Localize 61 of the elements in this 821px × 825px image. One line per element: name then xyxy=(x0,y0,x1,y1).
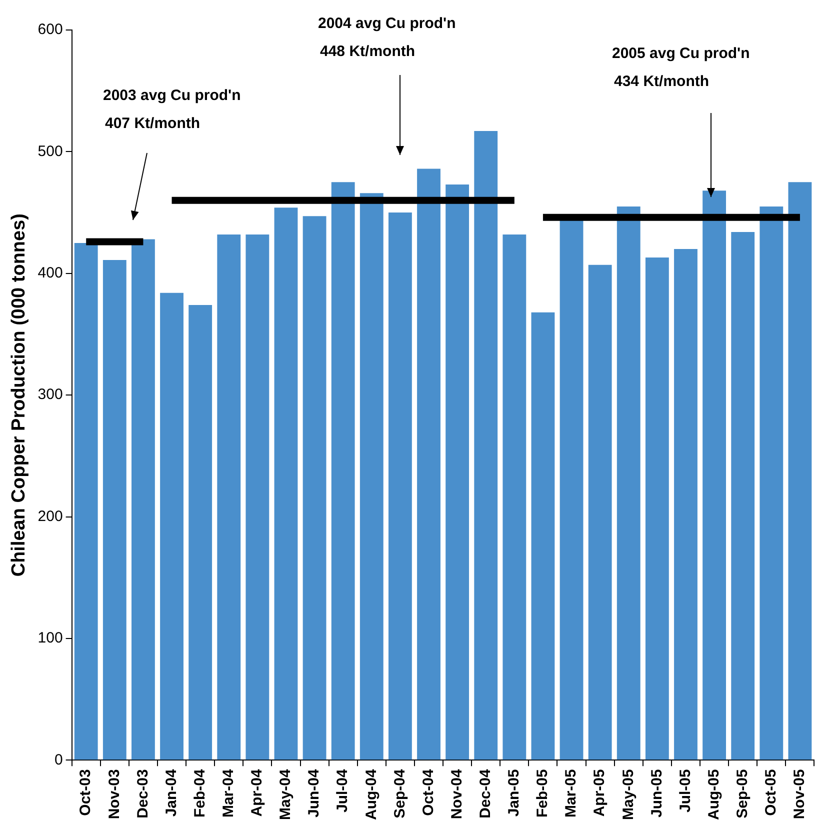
y-tick-label: 300 xyxy=(38,386,63,404)
y-axis-title: Chilean Copper Production (000 tonnes) xyxy=(8,213,30,577)
x-tick-label: Jan-05 xyxy=(506,769,523,817)
x-tick-label: Sep-04 xyxy=(391,768,408,818)
x-tick-label: Sep-05 xyxy=(734,769,751,818)
bar xyxy=(160,292,184,760)
x-tick-label: Mar-05 xyxy=(562,769,580,818)
bar xyxy=(246,234,270,760)
y-tick-label: 0 xyxy=(54,751,63,768)
bar xyxy=(616,206,640,760)
bar xyxy=(217,234,241,760)
x-tick-label: Dec-03 xyxy=(134,769,152,818)
x-tick-label: May-05 xyxy=(620,769,637,820)
y-tick-label: 200 xyxy=(38,508,63,525)
bar xyxy=(188,305,212,760)
bar xyxy=(760,206,784,760)
x-tick-label: Aug-05 xyxy=(705,769,722,820)
bar xyxy=(417,168,440,760)
bar xyxy=(531,312,555,760)
x-tick-label: Mar-04 xyxy=(220,768,238,818)
bar xyxy=(560,218,584,760)
x-tick-label: Jun-04 xyxy=(306,768,323,818)
bar xyxy=(331,182,355,760)
bar xyxy=(788,182,812,760)
y-tick-label: 500 xyxy=(38,142,63,160)
bar xyxy=(645,258,669,760)
bar xyxy=(674,249,698,760)
x-tick-label: May-04 xyxy=(277,768,294,820)
y-tick-label: 100 xyxy=(38,630,63,647)
bar xyxy=(102,260,126,760)
y-tick-label: 600 xyxy=(38,21,63,38)
x-tick-label: Dec-04 xyxy=(477,768,494,818)
x-tick-label: Jan-04 xyxy=(162,768,180,817)
x-tick-label: Jul-04 xyxy=(334,768,352,812)
x-tick-label: Aug-04 xyxy=(362,768,380,820)
x-tick-label: Nov-04 xyxy=(448,768,466,820)
bar xyxy=(446,184,470,760)
x-tick-label: Apr-04 xyxy=(248,768,266,817)
x-tick-label: Oct-05 xyxy=(762,769,780,816)
y-tick-label: 400 xyxy=(38,264,63,282)
bar xyxy=(502,234,526,760)
x-tick-label: Nov-05 xyxy=(791,769,808,820)
bar xyxy=(302,216,326,760)
x-tick-label: Feb-05 xyxy=(534,769,552,818)
bar xyxy=(274,208,298,760)
bar xyxy=(474,131,498,760)
x-tick-label: Oct-03 xyxy=(77,769,94,816)
annotation: 2005 avg Cu prod'n 434 Kt/month xyxy=(612,45,750,90)
bar xyxy=(360,193,384,760)
x-tick-label: Nov-03 xyxy=(106,769,123,820)
bar xyxy=(588,264,612,760)
x-tick-label: Jun-05 xyxy=(648,769,666,818)
x-tick-label: Feb-04 xyxy=(191,768,208,818)
bar xyxy=(388,212,412,760)
x-tick-label: Oct-04 xyxy=(420,768,437,816)
annotation: 2003 avg Cu prod'n 407 Kt/month xyxy=(103,87,241,132)
x-tick-label: Apr-05 xyxy=(591,769,608,817)
bar xyxy=(731,232,755,760)
bar xyxy=(702,190,726,760)
x-tick-label: Jul-05 xyxy=(676,769,694,812)
annotation: 2004 avg Cu prod'n 448 Kt/month xyxy=(318,15,456,60)
